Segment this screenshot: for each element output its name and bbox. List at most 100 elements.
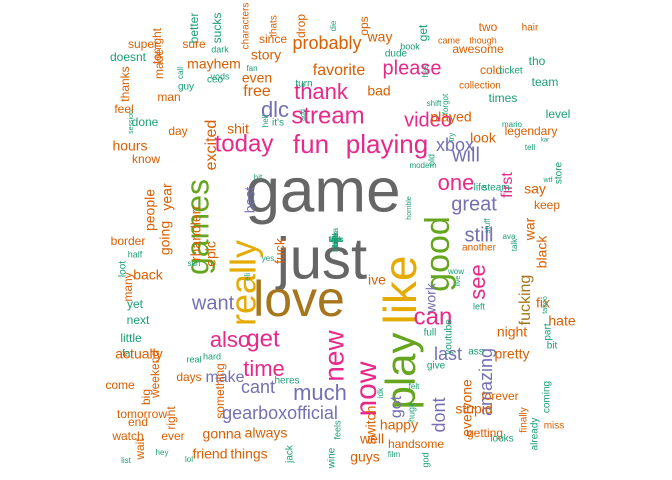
word-thank: thank [294, 79, 349, 104]
word-shit: shit [227, 121, 249, 137]
word-give: give [427, 361, 446, 372]
word-dont: dont [429, 397, 449, 432]
word-characters: characters [241, 3, 252, 50]
word-ass: ass [468, 347, 484, 358]
word-stuff: stuff [483, 218, 492, 234]
word-session: session [128, 110, 135, 134]
word-talk: talk [510, 238, 519, 251]
word-made: made [152, 49, 166, 79]
word-kar: kar [541, 138, 549, 144]
word-hair: hair [522, 23, 539, 34]
word-getting: getting [467, 426, 503, 440]
word-black: black [534, 235, 550, 269]
word-wait: wait [133, 438, 147, 461]
word-lol: lol [185, 455, 193, 464]
word-got: got [388, 395, 405, 418]
word-epic: epic [203, 241, 219, 267]
word-end: end [128, 415, 148, 429]
word-games: games [179, 179, 215, 275]
word-steam: steam [482, 183, 509, 194]
word-much: much [293, 380, 347, 405]
word-handsome: handsome [388, 437, 444, 451]
word-excited: excited [203, 120, 220, 171]
word-big: big [139, 389, 153, 405]
word-great: great [451, 193, 497, 215]
word-sucks: sucks [210, 13, 224, 44]
word-super: super [128, 37, 158, 51]
word-two: two [479, 20, 498, 34]
word-list: list [121, 456, 132, 465]
word-right: right [164, 406, 178, 430]
word-amazing: amazing [476, 348, 496, 416]
word-turn: turn [295, 79, 312, 90]
word-thats: thats [269, 15, 280, 37]
word-finally: finally [519, 407, 530, 433]
word-work: work [423, 282, 439, 314]
word-life: life [474, 183, 487, 194]
word-idk: idk [376, 387, 385, 398]
word-already: already [530, 418, 541, 451]
word-dark: dark [211, 44, 229, 54]
word-day: day [168, 124, 187, 138]
word-forgot: forgot [441, 93, 450, 114]
word-weekend: weekend [148, 350, 162, 399]
word-get: get [246, 325, 280, 352]
word-first: first [499, 172, 516, 198]
word-playing: playing [346, 129, 428, 159]
word-really: really [223, 240, 264, 326]
word-done: done [132, 115, 159, 129]
word-stream: stream [291, 102, 364, 129]
word-last: last [434, 344, 462, 364]
word-fans: fans [328, 235, 343, 244]
word-see: see [465, 264, 490, 299]
word-cant: cant [241, 377, 275, 397]
word-hours: hours [112, 138, 147, 154]
word-wtf: wtf [543, 177, 553, 184]
word-think: think [331, 231, 340, 249]
word-back: back [133, 267, 164, 283]
word-wine: wine [327, 447, 338, 469]
word-team: team [532, 75, 559, 89]
word-hey: hey [156, 448, 169, 457]
word-get: get [416, 24, 430, 41]
word-many: many [121, 272, 135, 301]
word-border: border [111, 234, 146, 248]
word-fix: fix [536, 295, 550, 311]
word-video: video [404, 109, 452, 131]
word-dlc: dlc [261, 97, 289, 122]
word-look: look [470, 130, 497, 146]
word-bad: bad [367, 83, 390, 99]
word-legendary: legendary [505, 124, 558, 138]
word-sure: sure [182, 37, 206, 51]
word-modern: modern [409, 161, 436, 170]
word-fun: fun [293, 129, 329, 159]
word-miss: miss [544, 421, 565, 432]
word-mario: mario [502, 120, 523, 129]
word-ticket: ticket [499, 66, 523, 77]
word-time: time [243, 356, 285, 381]
word-real: real [186, 354, 201, 364]
word-tomorrow: tomorrow [117, 407, 167, 421]
word-year: year [159, 183, 175, 211]
word-guys: guys [350, 449, 380, 465]
word-can: can [414, 303, 453, 330]
word-please: please [383, 57, 442, 79]
word-story: story [251, 47, 281, 63]
word-played: played [430, 109, 471, 125]
word-play: play [377, 332, 424, 409]
word-old: old [426, 154, 436, 166]
word-half: half [128, 249, 143, 259]
word-forever: forever [481, 389, 518, 403]
word-pretty: pretty [494, 346, 529, 362]
word-yes: yes [262, 254, 274, 263]
word-eli: eli [243, 273, 252, 281]
word-come: come [105, 378, 135, 392]
word-far: far [122, 349, 134, 360]
word-now: now [350, 361, 383, 416]
word-call: call [176, 67, 185, 79]
word-just: just [275, 226, 367, 291]
word-drop: drop [294, 14, 308, 38]
word-guy: guy [178, 82, 194, 93]
word-happy: happy [380, 417, 418, 433]
